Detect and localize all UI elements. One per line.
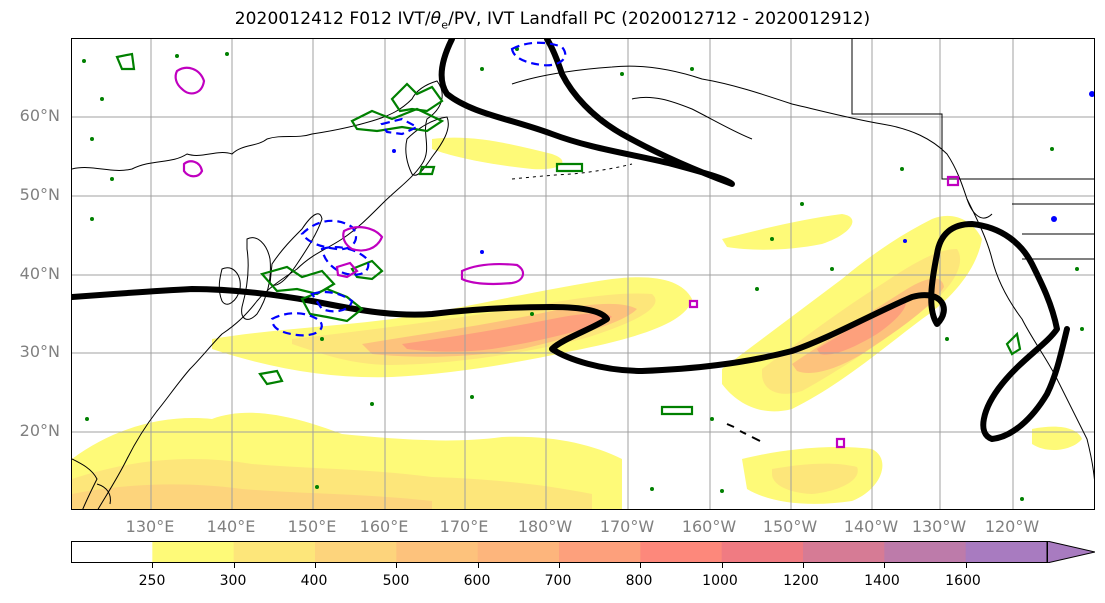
cbar-label-500: 500 (382, 573, 410, 589)
colorbar-frame (71, 541, 1048, 563)
lon-label-130e: 130°E (125, 517, 175, 536)
ivt-landfall-contour (72, 39, 1070, 442)
colorbar-segment (71, 541, 153, 563)
colorbar-tick (721, 563, 723, 568)
colorbar-tick (315, 563, 316, 568)
colorbar-segment (315, 541, 397, 563)
lon-label-170w: 170°W (599, 517, 655, 536)
ivt-shading (72, 137, 1082, 509)
lon-label-150w: 150°W (762, 517, 818, 536)
pv-blue-dots (392, 91, 1094, 254)
colorbar-segment (396, 541, 479, 563)
lat-label-30n: 30°N (19, 342, 60, 361)
cbar-label-600: 600 (463, 573, 491, 589)
colorbar-segment (965, 541, 1048, 563)
colorbar-tick (884, 563, 886, 568)
colorbar-segment (559, 541, 641, 563)
colorbar-tick (152, 563, 154, 568)
lon-label-140w: 140°W (843, 517, 899, 536)
pv-blue-contours (270, 41, 567, 337)
colorbar-tick (233, 563, 235, 568)
colorbar-segment (721, 541, 804, 563)
cbar-label-800: 800 (625, 573, 653, 589)
cbar-label-400: 400 (300, 573, 328, 589)
colorbar-tick (640, 563, 642, 568)
colorbar-tick (559, 563, 560, 568)
cbar-label-700: 700 (544, 573, 572, 589)
lon-label-160w: 160°W (681, 517, 737, 536)
pv-magenta-contours (174, 66, 960, 449)
lon-label-180w: 180°W (517, 517, 573, 536)
colorbar-tick (477, 563, 479, 568)
cbar-label-1200: 1200 (783, 573, 819, 589)
lat-label-60n: 60°N (19, 106, 60, 125)
colorbar-segment (884, 541, 967, 563)
lon-label-150e: 150°E (287, 517, 337, 536)
cbar-label-1000: 1000 (702, 573, 738, 589)
cbar-label-1600: 1600 (945, 573, 981, 589)
map-title: 2020012412 F012 IVT/θe/PV, IVT Landfall … (234, 9, 871, 32)
colorbar-segments (71, 541, 1048, 563)
theta-e-speckles (82, 47, 1084, 501)
colorbar-segment (152, 541, 235, 563)
grid-lines (72, 39, 1094, 509)
colorbar-segment (477, 541, 560, 563)
cbar-label-1400: 1400 (864, 573, 900, 589)
cbar-label-250: 250 (138, 573, 166, 589)
colorbar-tick (965, 563, 967, 568)
colorbar-extend-arrow (1046, 541, 1095, 563)
colorbar-segment (640, 541, 723, 563)
lat-label-50n: 50°N (19, 185, 60, 204)
lon-label-120w: 120°W (984, 517, 1040, 536)
colorbar-segment (233, 541, 316, 563)
colorbar-segment (803, 541, 885, 563)
lon-label-160e: 160°E (359, 517, 409, 536)
colorbar-tick (396, 563, 398, 568)
lon-label-140e: 140°E (206, 517, 256, 536)
cbar-label-300: 300 (219, 573, 247, 589)
lat-label-40n: 40°N (19, 264, 60, 283)
map-panel (71, 38, 1095, 510)
map-canvas (72, 39, 1094, 509)
colorbar-tick (803, 563, 804, 568)
colorbar (71, 541, 1095, 563)
lat-label-20n: 20°N (19, 421, 60, 440)
lon-label-130w: 130°W (911, 517, 967, 536)
lon-label-170e: 170°E (439, 517, 489, 536)
